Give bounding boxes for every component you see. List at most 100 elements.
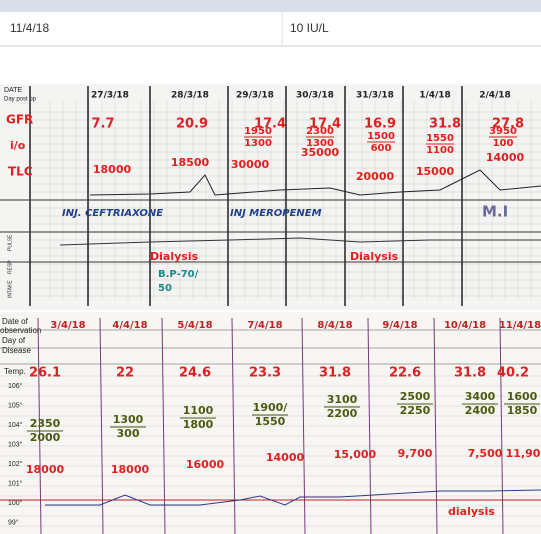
label: 4/4/18	[112, 320, 147, 331]
label: 2200	[327, 407, 358, 420]
label: 100°	[8, 499, 23, 507]
label: INJ MEROPENEM	[230, 208, 322, 219]
label: DATE	[4, 87, 22, 94]
label: 14000	[486, 151, 525, 164]
label: observation	[0, 326, 41, 335]
label: 1900/	[253, 401, 289, 414]
label: dialysis	[448, 505, 495, 518]
label: 16.9	[364, 117, 396, 132]
label: Date of	[2, 317, 29, 326]
label: 10 IU/L	[290, 21, 329, 35]
label: 106°	[8, 382, 23, 390]
label: 600	[371, 143, 392, 154]
label: 7/4/18	[247, 320, 282, 331]
label: PULSE	[7, 234, 13, 251]
label: 2500	[400, 390, 431, 403]
label: 1950	[244, 126, 272, 137]
label: 31/3/18	[356, 91, 394, 101]
label: 1100	[426, 145, 454, 156]
label: Disease	[2, 346, 31, 355]
label: 101°	[8, 479, 23, 487]
label: 15,000	[334, 448, 377, 461]
label: 11/4/18	[10, 21, 49, 35]
label: 20.9	[176, 117, 208, 132]
label: i/o	[10, 139, 26, 152]
label: 31.8	[319, 366, 351, 381]
label: RESP	[7, 260, 13, 274]
label: 31.8	[454, 366, 486, 381]
label: 3400	[465, 390, 496, 403]
label: 29/3/18	[236, 91, 274, 101]
table-header	[0, 0, 541, 12]
label: 100	[493, 138, 514, 149]
label: 1500	[367, 131, 395, 142]
label: 2/4/18	[479, 91, 511, 101]
label: 2400	[465, 404, 496, 417]
label: M.I	[482, 203, 508, 221]
label: 31.8	[429, 117, 461, 132]
label: 40.2	[497, 366, 529, 381]
label: 103°	[8, 440, 23, 448]
label: 22	[116, 366, 134, 381]
label: 2250	[400, 404, 431, 417]
label: Dialysis	[150, 250, 199, 263]
screen: 11/4/18 10 IU/L DATE Day post op 27/3/18 28/3…	[0, 0, 541, 534]
label: 1550	[255, 415, 286, 428]
label: 9,700	[398, 447, 433, 460]
label: Day post op	[4, 97, 37, 103]
label: 9/4/18	[382, 320, 417, 331]
label: 23.3	[249, 366, 281, 381]
label: 1850	[507, 404, 538, 417]
label: Day of	[2, 336, 26, 345]
label: 15000	[416, 165, 455, 178]
label: INJ. CEFTRIAXONE	[62, 208, 163, 219]
label: 28/3/18	[171, 91, 209, 101]
label: 18000	[93, 163, 132, 176]
label: 7,500	[468, 447, 503, 460]
label: 30/3/18	[296, 91, 334, 101]
label: 18000	[111, 463, 150, 476]
label: 300	[117, 427, 140, 440]
label: GFR	[6, 113, 33, 127]
label: 3/4/18	[50, 320, 85, 331]
label: 1300	[113, 413, 144, 426]
label: TLC	[8, 165, 33, 179]
label: 7.7	[91, 117, 114, 132]
label: 20000	[356, 170, 395, 183]
label: 3100	[327, 393, 358, 406]
label: 30000	[231, 158, 270, 171]
label: Temp.	[4, 367, 26, 376]
label: 99°	[8, 518, 19, 526]
label: INTAKE	[7, 280, 13, 298]
label: 50	[158, 283, 172, 294]
label: 27/3/18	[91, 91, 129, 101]
label: 18000	[26, 463, 65, 476]
label: 8/4/18	[317, 320, 352, 331]
label: 1/4/18	[419, 91, 451, 101]
label: B.P-70/	[158, 269, 199, 280]
label: 102°	[8, 460, 23, 468]
label: 104°	[8, 421, 23, 429]
label: 10/4/18	[444, 320, 486, 331]
label: 1100	[183, 404, 214, 417]
label: 35000	[301, 146, 340, 159]
label: Dialysis	[350, 250, 399, 263]
label: 1800	[183, 418, 214, 431]
label: 22.6	[389, 366, 421, 381]
label: 11/4/18	[499, 320, 541, 331]
label: 11,90	[506, 447, 541, 460]
label: 18500	[171, 156, 210, 169]
label: 2000	[30, 431, 61, 444]
label: 1300	[244, 138, 272, 149]
label: 14000	[266, 451, 305, 464]
label: 105°	[8, 401, 23, 409]
label: 26.1	[29, 366, 61, 381]
label: 16000	[186, 458, 225, 471]
label: 2300	[306, 126, 334, 137]
label: 5/4/18	[177, 320, 212, 331]
label: 1600	[507, 390, 538, 403]
label: 3950	[489, 126, 517, 137]
label: 1550	[426, 133, 454, 144]
label: 2350	[30, 417, 61, 430]
label: 24.6	[179, 366, 211, 381]
